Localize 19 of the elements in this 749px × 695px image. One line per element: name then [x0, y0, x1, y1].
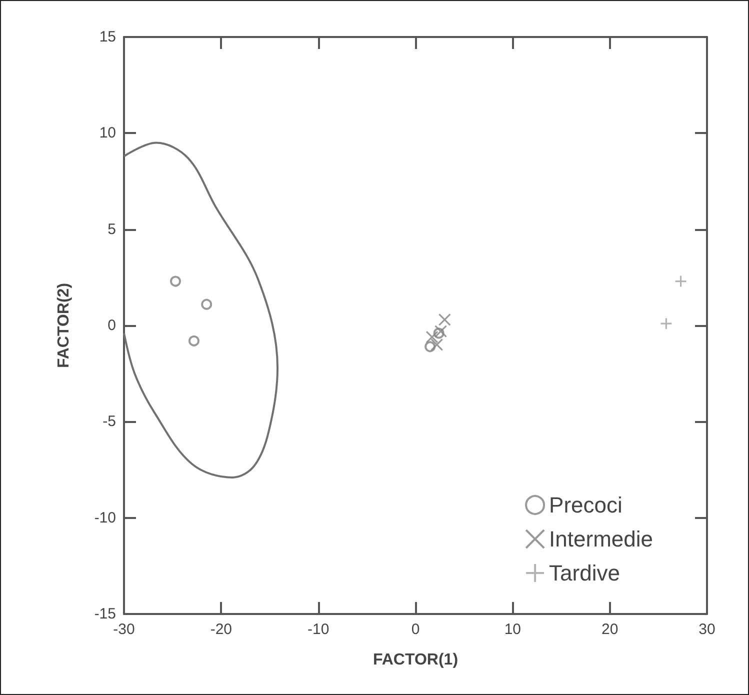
y-tick-label: -10 — [94, 509, 116, 526]
y-axis-title: FACTOR(2) — [56, 282, 72, 368]
x-tick-label: 0 — [411, 621, 420, 638]
x-tick-label: 30 — [698, 621, 716, 638]
x-tick-label: -10 — [307, 621, 330, 638]
x-tick-label: -30 — [113, 621, 135, 638]
x-tick-label: 20 — [601, 621, 618, 638]
x-axis-title: FACTOR(1) — [372, 652, 458, 668]
x-tick-label: -20 — [210, 621, 232, 638]
y-tick-label: -5 — [102, 413, 116, 430]
y-tick-label: -15 — [94, 606, 116, 622]
x-tick-label: 10 — [504, 621, 522, 638]
legend-label: Precoci — [549, 492, 622, 518]
legend-label: Intermedie — [549, 526, 654, 552]
legend-label: Tardive — [549, 560, 620, 586]
y-tick-label: 5 — [108, 220, 116, 238]
y-tick-label: 10 — [99, 124, 116, 142]
y-tick-label: 0 — [108, 317, 116, 334]
y-tick-label: 15 — [99, 28, 116, 46]
